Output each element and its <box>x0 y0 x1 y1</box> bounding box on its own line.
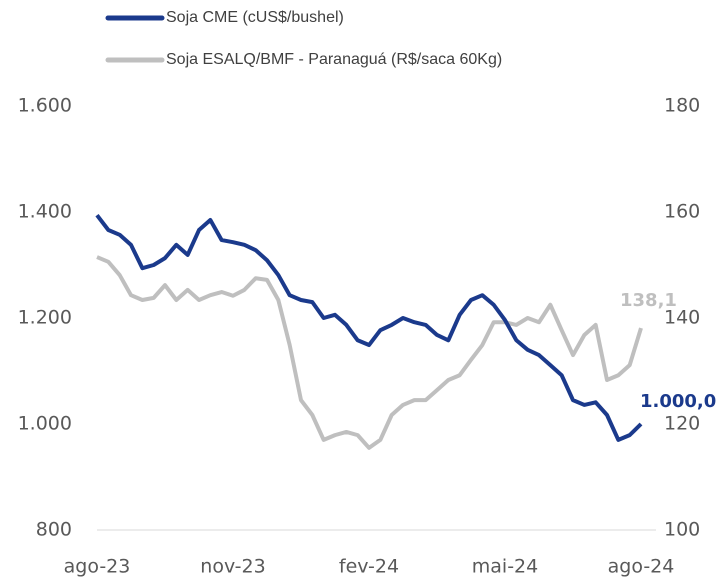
y2-tick-label: 100 <box>664 519 700 541</box>
y-tick-label: 1.400 <box>18 201 72 223</box>
y2-tick-label: 120 <box>664 413 700 435</box>
y2-tick-label: 180 <box>664 95 700 117</box>
x-tick-label: ago-24 <box>608 556 675 578</box>
x-tick-label: fev-24 <box>339 556 399 578</box>
series-line <box>95 213 643 442</box>
y-tick-label: 1.600 <box>18 95 72 117</box>
y2-tick-label: 160 <box>664 201 700 223</box>
series-line <box>96 255 643 450</box>
y2-tick-label: 140 <box>664 307 700 329</box>
y-tick-label: 1.000 <box>18 413 72 435</box>
y-tick-label: 800 <box>36 519 72 541</box>
end-label: 1.000,0 <box>640 391 716 412</box>
legend-label: Soja ESALQ/BMF - Paranaguá (R$/saca 60Kg… <box>166 51 502 68</box>
x-tick-label: mai-24 <box>472 556 538 578</box>
x-tick-label: ago-23 <box>64 556 131 578</box>
y-tick-label: 1.200 <box>18 307 72 329</box>
legend-label: Soja CME (cUS$/bushel) <box>166 9 344 26</box>
x-tick-label: nov-23 <box>200 556 265 578</box>
end-label: 138,1 <box>620 290 677 311</box>
